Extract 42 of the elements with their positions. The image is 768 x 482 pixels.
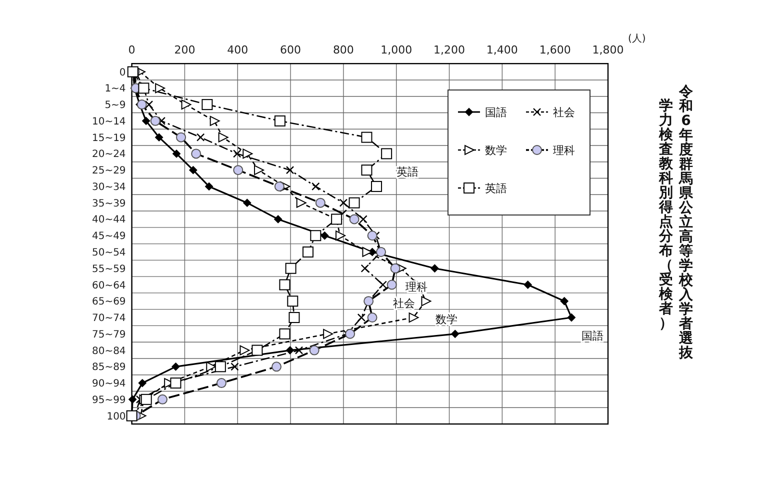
x-tick-label: 1,000 (380, 44, 412, 57)
text: 英語 (396, 166, 419, 179)
y-tick-label: 35~39 (92, 198, 126, 210)
y-tick-label: 50~54 (92, 247, 126, 258)
y-tick-label: 60~64 (92, 280, 126, 292)
x-tick-label: 1,800 (592, 44, 624, 57)
chart-title: 令和6年度群馬県公立高等学校入学者選抜 (679, 84, 693, 361)
x-tick-label: 1,200 (434, 44, 466, 57)
y-tick-label: 85~89 (92, 362, 126, 374)
text: 学力検査教科別得点分布（受検者） (659, 98, 673, 332)
y-tick-label: 70~74 (92, 313, 126, 324)
legend-label: 国語 (485, 106, 507, 119)
x-tick-label: 200 (174, 44, 196, 57)
y-tick-label: 10~14 (92, 116, 126, 128)
y-tick-label: 25~29 (92, 166, 126, 177)
y-tick-label: 80~84 (92, 346, 126, 357)
y-tick-label: 1~4 (104, 84, 126, 95)
x-tick-label: 400 (227, 44, 248, 57)
y-tick-label: 75~79 (92, 329, 126, 340)
y-tick-label: 45~49 (92, 231, 126, 242)
legend-label: 数学 (485, 144, 507, 157)
y-tick-label: 55~59 (92, 264, 126, 275)
y-tick-label: 15~19 (92, 132, 126, 144)
y-tick-label: 0 (119, 67, 126, 78)
legend-label: 英語 (485, 182, 507, 195)
legend-label: 社会 (553, 106, 575, 119)
x-tick-label: 0 (128, 44, 136, 57)
x-axis-title: (人) (628, 34, 646, 45)
x-tick-label: 1,400 (486, 44, 518, 57)
y-tick-label: 95~99 (92, 394, 126, 406)
y-tick-label: 40~44 (92, 214, 126, 226)
x-tick-label: 600 (280, 44, 302, 57)
x-tick-label: 800 (332, 44, 354, 57)
y-tick-label: 20~24 (92, 149, 126, 160)
text: 国語 (581, 330, 604, 343)
x-tick-label: 1,600 (539, 44, 571, 57)
y-tick-label: 30~34 (92, 182, 126, 193)
legend-label: 理科 (553, 144, 575, 157)
y-tick-label: 65~69 (92, 296, 126, 308)
y-tick-label: 5~9 (104, 100, 126, 112)
y-tick-label: 100 (106, 411, 126, 422)
y-tick-label: 90~94 (92, 378, 126, 390)
